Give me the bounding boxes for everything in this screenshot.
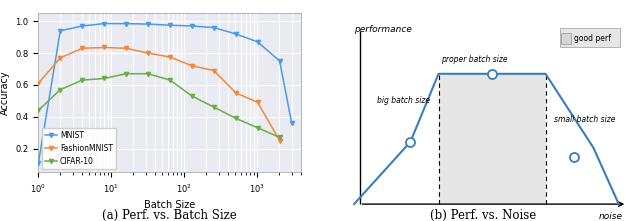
MNIST <box>188 25 196 27</box>
MNIST <box>254 41 262 43</box>
CIFAR-10 <box>122 72 130 75</box>
MNIST <box>122 22 130 25</box>
FashionMNIST <box>79 47 86 50</box>
FashionMNIST <box>56 57 64 59</box>
FashionMNIST <box>188 65 196 67</box>
Text: (b) Perf. vs. Noise: (b) Perf. vs. Noise <box>430 209 536 221</box>
CIFAR-10 <box>56 88 64 91</box>
Legend: MNIST, FashionMNIST, CIFAR-10: MNIST, FashionMNIST, CIFAR-10 <box>42 128 116 169</box>
FashionMNIST <box>232 91 239 94</box>
CIFAR-10 <box>210 106 218 109</box>
MNIST <box>79 25 86 27</box>
MNIST <box>144 23 152 25</box>
CIFAR-10 <box>35 109 42 112</box>
MNIST <box>100 22 108 25</box>
CIFAR-10 <box>188 95 196 97</box>
Text: proper batch size: proper batch size <box>442 55 508 64</box>
Line: FashionMNIST: FashionMNIST <box>36 45 282 143</box>
Text: performance: performance <box>354 25 412 34</box>
MNIST <box>56 29 64 32</box>
FashionMNIST <box>144 52 152 54</box>
Bar <box>438 74 545 204</box>
CIFAR-10 <box>232 117 239 120</box>
FashionMNIST <box>254 101 262 104</box>
FashionMNIST <box>35 82 42 85</box>
Line: CIFAR-10: CIFAR-10 <box>36 72 282 139</box>
CIFAR-10 <box>166 79 174 81</box>
CIFAR-10 <box>100 77 108 80</box>
CIFAR-10 <box>79 79 86 81</box>
MNIST <box>232 33 239 35</box>
FashionMNIST <box>122 47 130 50</box>
Text: noise: noise <box>599 212 623 221</box>
Text: small batch size: small batch size <box>554 115 616 124</box>
Text: good perf: good perf <box>573 34 611 43</box>
CIFAR-10 <box>144 72 152 75</box>
CIFAR-10 <box>276 136 284 139</box>
FashionMNIST <box>166 56 174 58</box>
CIFAR-10 <box>254 126 262 129</box>
X-axis label: Batch Size: Batch Size <box>144 200 195 210</box>
Y-axis label: Accuracy: Accuracy <box>0 70 10 115</box>
Bar <box>561 33 571 44</box>
MNIST <box>166 24 174 27</box>
MNIST <box>210 26 218 29</box>
Text: big batch size: big batch size <box>376 96 429 105</box>
FashionMNIST <box>276 139 284 142</box>
MNIST <box>35 162 42 164</box>
MNIST <box>276 60 284 62</box>
FashionMNIST <box>210 69 218 72</box>
MNIST <box>288 122 296 124</box>
Bar <box>559 28 620 47</box>
Line: MNIST: MNIST <box>36 21 294 165</box>
FashionMNIST <box>100 46 108 49</box>
Text: (a) Perf. vs. Batch Size: (a) Perf. vs. Batch Size <box>102 209 237 221</box>
